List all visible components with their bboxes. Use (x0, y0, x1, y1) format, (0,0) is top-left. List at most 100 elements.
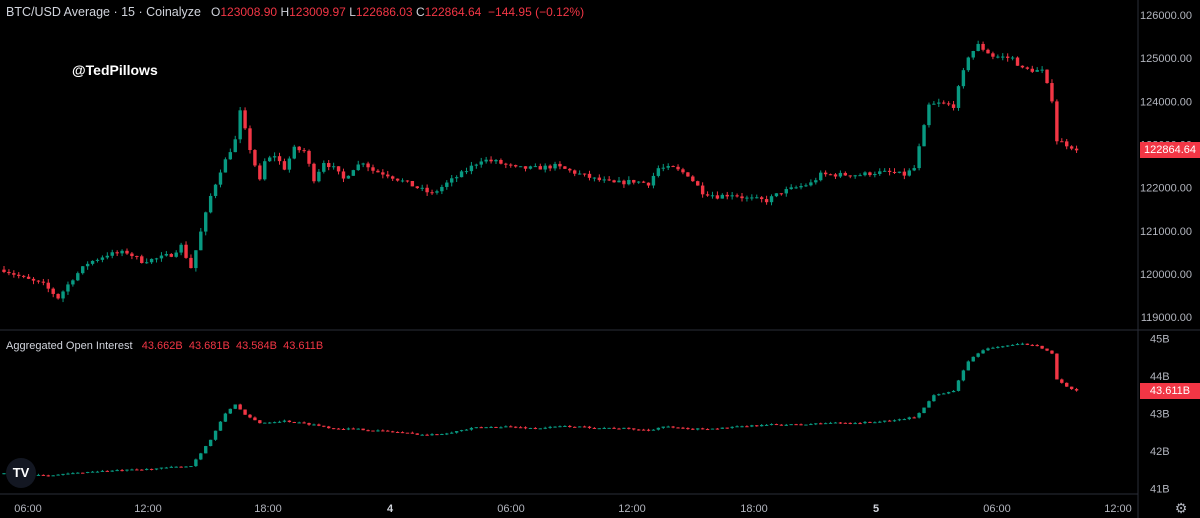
oi-candle (853, 421, 857, 425)
price-candle (927, 102, 931, 128)
price-candle (51, 287, 55, 298)
oi-body (592, 427, 597, 429)
oi-candle (489, 426, 493, 428)
price-body (1005, 56, 1010, 58)
oi-candle (371, 430, 375, 432)
settings-gear-icon[interactable]: ⚙ (1174, 500, 1188, 516)
price-candle (1030, 65, 1034, 73)
oi-candle (390, 430, 395, 433)
price-body (740, 196, 744, 199)
oi-candle (646, 428, 651, 432)
oi-candle (937, 393, 941, 396)
oi-axis-label: 45B (1150, 333, 1170, 345)
price-candle (612, 179, 616, 183)
oi-body (95, 471, 100, 473)
price-candle (887, 167, 892, 176)
price-candle (179, 242, 183, 256)
price-candle (233, 135, 237, 153)
oi-body (90, 471, 95, 473)
symbol-title[interactable]: BTC/USD Average · 15 · Coinalyze (6, 5, 201, 19)
tradingview-logo[interactable]: TV (6, 458, 36, 488)
oi-candle (149, 468, 154, 471)
price-body (312, 163, 316, 182)
oi-candle (843, 422, 848, 424)
oi-candle (46, 474, 50, 477)
oi-body (336, 428, 341, 430)
price-candle (2, 266, 6, 274)
oi-candle (917, 412, 921, 419)
oi-candle (41, 474, 46, 476)
oi-title[interactable]: Aggregated Open Interest (6, 340, 133, 352)
price-candle (656, 165, 661, 178)
price-candle (164, 251, 169, 257)
oi-candle (120, 468, 124, 472)
price-candle (228, 148, 233, 160)
oi-candle (184, 466, 188, 468)
oi-body (351, 428, 356, 430)
price-candle (878, 168, 882, 176)
price-candle (26, 274, 31, 280)
oi-body (828, 422, 833, 424)
oi-body (764, 424, 769, 426)
price-candle (636, 181, 641, 184)
price-body (917, 146, 921, 169)
price-body (445, 182, 449, 187)
price-body (504, 163, 508, 165)
price-body (386, 174, 390, 177)
price-candle (425, 184, 429, 196)
oi-body (504, 426, 508, 428)
price-body (646, 182, 651, 186)
price-candle (592, 177, 597, 182)
oi-body (233, 404, 237, 409)
oi-candle (248, 413, 252, 419)
oi-body (774, 424, 779, 426)
oi-candle (873, 421, 877, 424)
oi-body (558, 426, 562, 428)
price-candle (627, 176, 631, 186)
price-body (144, 262, 149, 264)
high-label: H (280, 5, 290, 19)
oi-body (149, 468, 154, 470)
oi-body (848, 422, 852, 424)
price-candle (110, 249, 114, 259)
oi-candle (592, 427, 597, 429)
oi-candle (799, 423, 803, 426)
oi-candle (71, 472, 75, 475)
price-body (661, 167, 665, 169)
oi-candle (1040, 345, 1044, 350)
price-body (327, 163, 331, 168)
oi-candle (740, 425, 744, 428)
oi-candle (140, 469, 144, 471)
price-body (440, 186, 444, 192)
oi-body (459, 430, 464, 432)
oi-candle (1045, 348, 1049, 352)
price-candle (1050, 79, 1054, 104)
oi-candle (548, 425, 552, 429)
price-body (189, 257, 193, 269)
oi-candle (1055, 353, 1059, 380)
price-body (317, 171, 321, 182)
oi-body (238, 404, 242, 410)
price-body (789, 187, 793, 190)
price-body (1069, 146, 1074, 149)
oi-candle (233, 404, 237, 410)
price-axis-label: 124000.00 (1140, 96, 1192, 108)
price-candle (420, 184, 424, 192)
oi-body (523, 427, 528, 429)
oi-candle (204, 445, 208, 454)
price-body (1025, 67, 1030, 69)
price-candle (720, 193, 725, 199)
price-candle (981, 41, 985, 52)
oi-candle (277, 420, 282, 423)
price-candle (1010, 55, 1015, 61)
oi-candle (85, 471, 90, 474)
price-body (882, 170, 887, 172)
oi-candle (317, 423, 321, 427)
oi-body (327, 426, 331, 429)
oi-body (873, 422, 877, 424)
price-candle (946, 101, 951, 107)
price-body (199, 231, 203, 251)
oi-body (322, 425, 326, 427)
oi-body (986, 348, 990, 351)
